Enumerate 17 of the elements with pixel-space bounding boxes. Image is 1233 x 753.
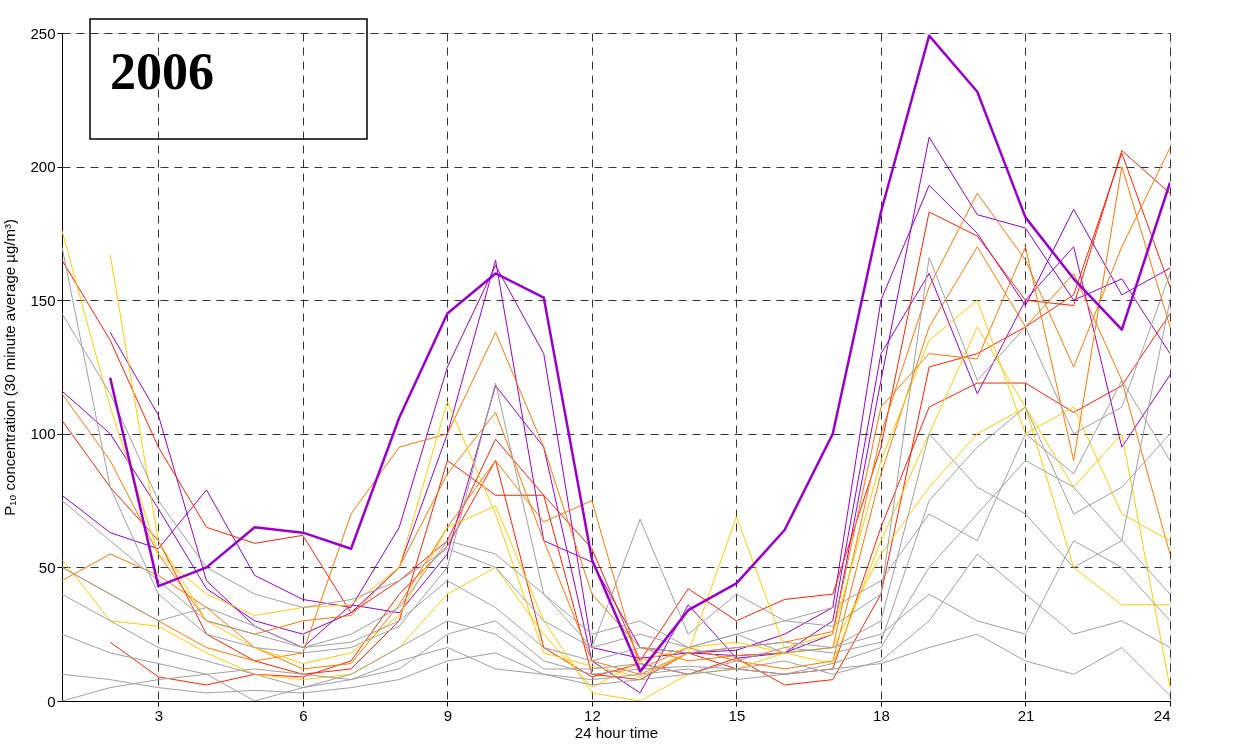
x-tick-label: 9 bbox=[443, 706, 453, 724]
x-tick-label: 6 bbox=[299, 706, 308, 724]
chart-title: 2006 bbox=[110, 43, 214, 100]
x-axis-title: 24 hour time bbox=[574, 723, 659, 741]
y-tick-label: 150 bbox=[30, 291, 56, 309]
y-tick-label: 50 bbox=[38, 558, 56, 576]
y-axis-title: P₁₀ concentration (30 minute average µg/m³) bbox=[1, 219, 19, 516]
x-tick-label: 3 bbox=[154, 706, 164, 724]
x-tick-label: 12 bbox=[584, 706, 601, 724]
y-tick-label: 200 bbox=[30, 158, 56, 176]
y-tick-label: 0 bbox=[47, 692, 56, 710]
x-tick-label: 24 bbox=[1153, 706, 1171, 724]
y-tick-label: 100 bbox=[30, 425, 56, 443]
x-tick-label: 18 bbox=[873, 706, 890, 724]
y-tick-label: 250 bbox=[30, 24, 56, 42]
x-tick-label: 15 bbox=[728, 706, 746, 724]
x-tick-label: 21 bbox=[1017, 706, 1035, 724]
